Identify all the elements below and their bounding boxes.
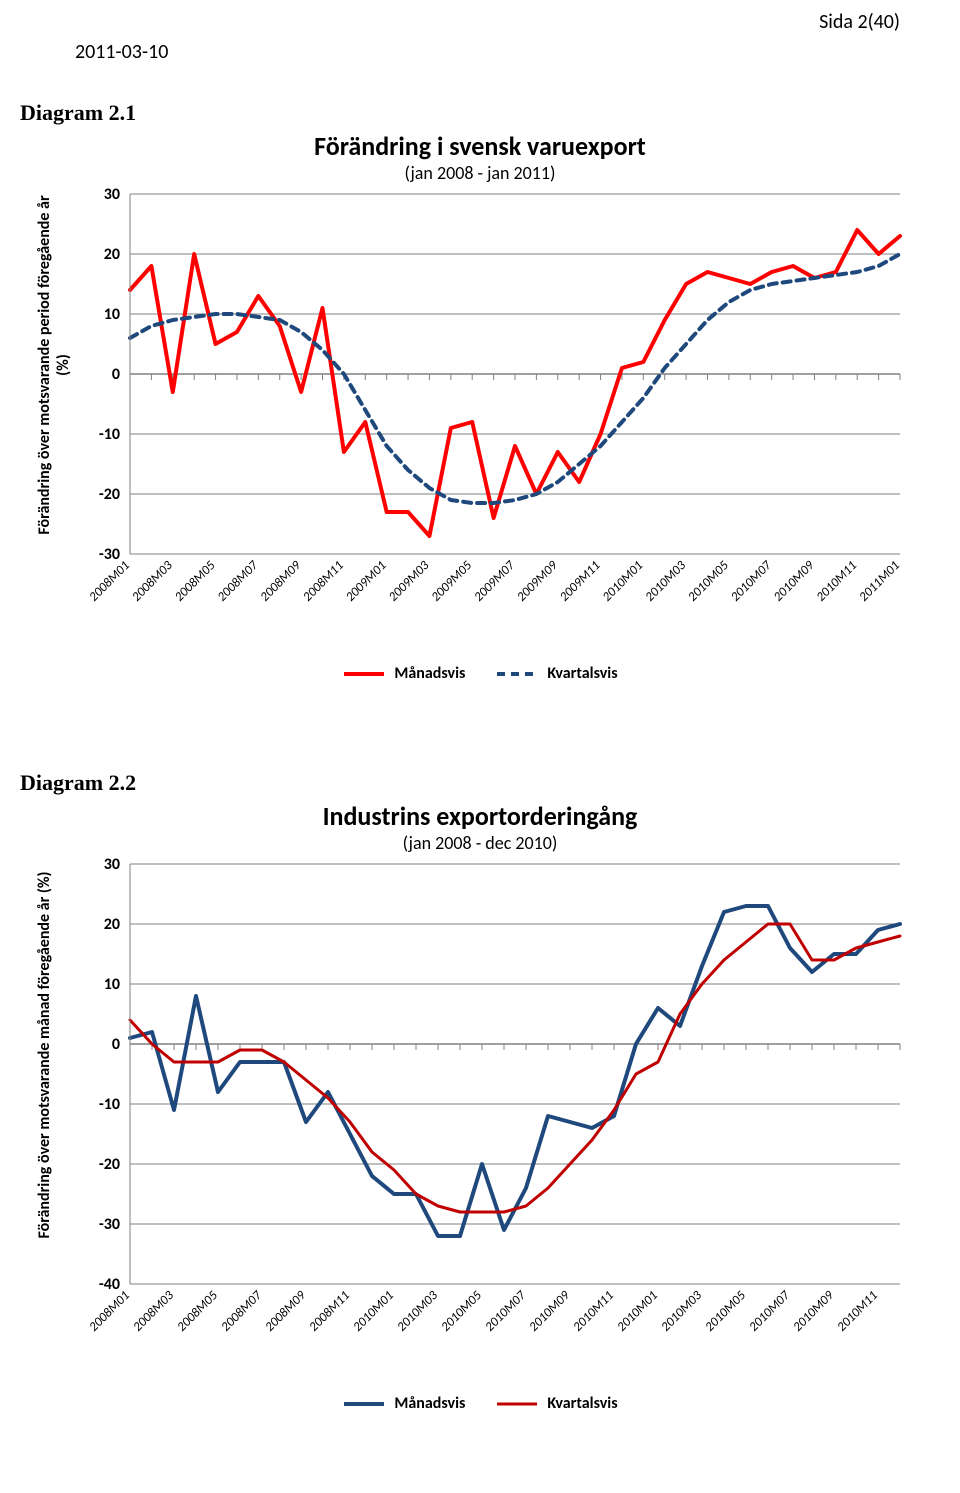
svg-text:2010M11: 2010M11 bbox=[834, 1288, 880, 1334]
svg-text:2010M11: 2010M11 bbox=[570, 1288, 616, 1334]
header-date: 2011-03-10 bbox=[75, 40, 168, 64]
chart1-legend-quarterly: Kvartalsvis bbox=[495, 664, 617, 683]
svg-text:2010M07: 2010M07 bbox=[728, 558, 775, 605]
svg-text:20: 20 bbox=[104, 245, 120, 264]
svg-text:-10: -10 bbox=[99, 425, 120, 444]
svg-text:2009M05: 2009M05 bbox=[429, 558, 476, 605]
svg-text:2009M03: 2009M03 bbox=[386, 558, 433, 605]
svg-text:2008M03: 2008M03 bbox=[129, 558, 176, 605]
svg-text:0: 0 bbox=[112, 365, 120, 384]
svg-text:2010M07: 2010M07 bbox=[746, 1288, 793, 1335]
chart1-legend-monthly-label: Månadsvis bbox=[394, 664, 465, 683]
chart2-legend-monthly-label: Månadsvis bbox=[394, 1394, 465, 1413]
header-page: Sida 2(40) bbox=[819, 10, 900, 34]
svg-text:2010M01: 2010M01 bbox=[600, 558, 646, 604]
svg-text:-20: -20 bbox=[99, 485, 120, 504]
svg-text:2009M09: 2009M09 bbox=[514, 558, 561, 605]
svg-text:2010M05: 2010M05 bbox=[685, 558, 732, 605]
svg-text:2010M05: 2010M05 bbox=[702, 1288, 749, 1335]
svg-text:10: 10 bbox=[104, 305, 120, 324]
svg-text:30: 30 bbox=[104, 185, 120, 204]
svg-text:2010M03: 2010M03 bbox=[394, 1288, 441, 1335]
svg-text:2008M03: 2008M03 bbox=[130, 1288, 177, 1335]
chart2-svg: -40 -30 -20 -10 0 10 20 30 2008M012008M032008M05… bbox=[40, 854, 920, 1384]
chart1-legend-monthly: Månadsvis bbox=[342, 664, 465, 683]
svg-text:2008M11: 2008M11 bbox=[300, 558, 346, 604]
chart2-subtitle: (jan 2008 - dec 2010) bbox=[40, 832, 920, 854]
svg-text:-30: -30 bbox=[99, 1215, 120, 1234]
chart2-legend-quarterly: Kvartalsvis bbox=[495, 1394, 617, 1413]
svg-text:2008M07: 2008M07 bbox=[215, 558, 262, 605]
svg-text:2009M07: 2009M07 bbox=[471, 558, 518, 605]
chart1: Förändring i svensk varuexport (jan 2008… bbox=[40, 130, 920, 683]
svg-text:2008M09: 2008M09 bbox=[258, 558, 305, 605]
chart2-legend-quarterly-label: Kvartalsvis bbox=[547, 1394, 617, 1413]
chart1-svg: -30-20-1001020302008M012008M032008M05200… bbox=[40, 184, 920, 654]
svg-text:2010M07: 2010M07 bbox=[482, 1288, 529, 1335]
chart2-legend-monthly: Månadsvis bbox=[342, 1394, 465, 1413]
svg-text:2008M05: 2008M05 bbox=[172, 558, 219, 605]
svg-text:2008M01: 2008M01 bbox=[86, 558, 132, 604]
chart2-legend: Månadsvis Kvartalsvis bbox=[40, 1394, 920, 1413]
svg-text:-20: -20 bbox=[99, 1155, 120, 1174]
svg-text:2010M09: 2010M09 bbox=[790, 1288, 837, 1335]
svg-text:2008M11: 2008M11 bbox=[306, 1288, 352, 1334]
svg-text:2008M01: 2008M01 bbox=[86, 1288, 132, 1334]
svg-text:-10: -10 bbox=[99, 1095, 120, 1114]
chart1-title: Förändring i svensk varuexport bbox=[40, 130, 920, 162]
chart1-ylabel: Förändring över motsvarande period föreg… bbox=[35, 190, 73, 540]
svg-text:2010M09: 2010M09 bbox=[526, 1288, 573, 1335]
chart1-legend: Månadsvis Kvartalsvis bbox=[40, 664, 920, 683]
svg-text:2010M01: 2010M01 bbox=[350, 1288, 396, 1334]
svg-text:2008M09: 2008M09 bbox=[262, 1288, 309, 1335]
svg-text:2010M09: 2010M09 bbox=[771, 558, 818, 605]
svg-text:2008M05: 2008M05 bbox=[174, 1288, 221, 1335]
svg-text:2011M01: 2011M01 bbox=[856, 558, 902, 604]
chart2: Industrins exportorderingång (jan 2008 -… bbox=[40, 800, 920, 1413]
svg-text:30: 30 bbox=[104, 855, 120, 874]
svg-text:2009M01: 2009M01 bbox=[343, 558, 389, 604]
svg-text:2009M11: 2009M11 bbox=[557, 558, 603, 604]
svg-text:2010M01: 2010M01 bbox=[614, 1288, 660, 1334]
svg-text:2010M03: 2010M03 bbox=[643, 558, 690, 605]
chart1-subtitle: (jan 2008 - jan 2011) bbox=[40, 162, 920, 184]
svg-text:-30: -30 bbox=[99, 545, 120, 564]
chart1-legend-quarterly-label: Kvartalsvis bbox=[547, 664, 617, 683]
svg-text:2008M07: 2008M07 bbox=[218, 1288, 265, 1335]
svg-text:2010M05: 2010M05 bbox=[438, 1288, 485, 1335]
svg-text:-40: -40 bbox=[99, 1275, 120, 1294]
diagram1-label: Diagram 2.1 bbox=[20, 100, 136, 126]
chart2-title: Industrins exportorderingång bbox=[40, 800, 920, 832]
svg-text:10: 10 bbox=[104, 975, 120, 994]
svg-text:20: 20 bbox=[104, 915, 120, 934]
svg-text:0: 0 bbox=[112, 1035, 120, 1054]
svg-text:2010M03: 2010M03 bbox=[658, 1288, 705, 1335]
diagram2-label: Diagram 2.2 bbox=[20, 770, 136, 796]
chart2-ylabel: Förändring över motsvarande månad föregå… bbox=[35, 860, 54, 1250]
svg-text:2010M11: 2010M11 bbox=[814, 558, 860, 604]
